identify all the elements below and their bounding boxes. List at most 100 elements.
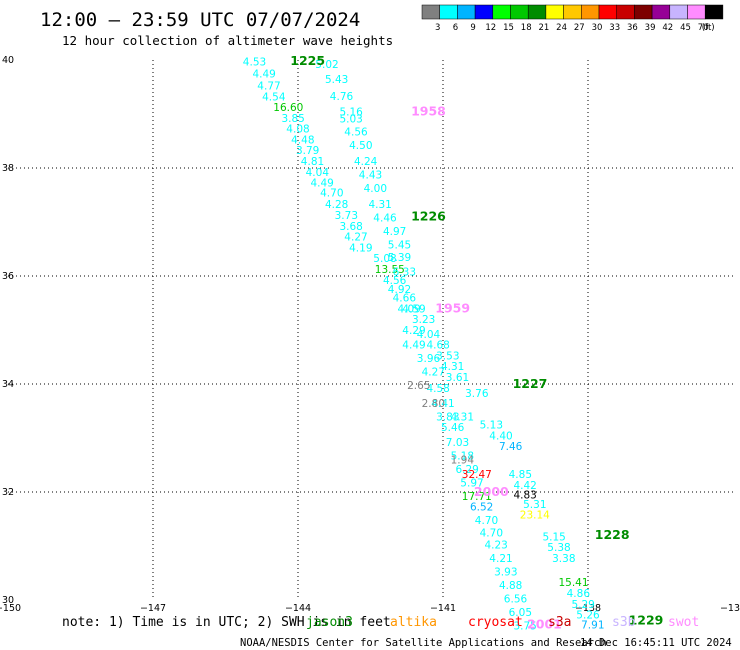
wave-height-value: 4.70 — [480, 528, 503, 540]
wave-height-value: 3.79 — [296, 145, 319, 157]
wave-height-value: 4.85 — [509, 469, 532, 481]
legend-tick-label: 15 — [503, 23, 514, 33]
wave-height-value: 6.56 — [504, 593, 528, 605]
wave-height-value: 4.27 — [344, 232, 367, 244]
wave-height-value: 3.75 — [513, 620, 536, 632]
pass-label: 1228 — [595, 527, 630, 542]
wave-height-value: 5.18 — [451, 450, 474, 462]
wave-height-value: 4.86 — [567, 588, 591, 600]
legend-tick-label: 70 — [698, 23, 709, 33]
y-tick-label: 32 — [2, 487, 14, 498]
wave-height-value: 4.04 — [306, 167, 330, 179]
legend-tick-label: 24 — [556, 23, 567, 33]
legend-tick-label: 21 — [538, 23, 549, 33]
legend-swatch — [527, 4, 547, 20]
wave-height-value: 4.46 — [373, 213, 397, 225]
satellite-s3b: s3b — [612, 615, 636, 630]
x-tick-label: −147 — [140, 603, 166, 614]
wave-height-value: 4.43 — [359, 169, 382, 181]
wave-height-value: 4.04 — [417, 329, 441, 341]
wave-height-value: 7.91 — [581, 619, 604, 631]
legend-swatch — [421, 4, 440, 20]
wave-height-value: 4.76 — [330, 91, 354, 103]
legend-tick-label: 18 — [521, 23, 532, 33]
wave-height-value: 4.41 — [431, 398, 454, 410]
legend-tick-label: 12 — [485, 23, 496, 33]
wave-height-value: 5.97 — [460, 477, 483, 489]
wave-height-value: 3.85 — [281, 113, 304, 125]
footer-timestamp: 14 Dec 16:45:11 UTC 2024 — [580, 637, 732, 649]
footer-credit: NOAA/NESDIS Center for Satellite Applica… — [240, 637, 607, 649]
wave-height-value: 5.38 — [547, 542, 570, 554]
wave-height-value: 4.77 — [257, 80, 280, 92]
legend-tick-label: 6 — [453, 23, 458, 33]
wave-height-value: 3.38 — [552, 553, 575, 565]
wave-height-value: 6.29 — [455, 464, 478, 476]
wave-height-value: 4.88 — [499, 580, 522, 592]
chart-subtitle: 12 hour collection of altimeter wave hei… — [62, 33, 393, 48]
legend-tick-label: 39 — [645, 23, 656, 33]
wave-height-value: 1.94 — [451, 455, 475, 467]
pass-label: 1226 — [411, 209, 446, 224]
legend-swatch — [474, 4, 494, 20]
wave-height-value: 4.50 — [349, 140, 372, 152]
wave-height-value: 4.97 — [383, 226, 406, 238]
wave-height-value: 3.73 — [335, 210, 358, 222]
wave-height-value: 4.29 — [402, 325, 425, 337]
pass-label: 2001 — [527, 616, 562, 631]
legend-swatch — [634, 4, 653, 20]
wave-height-value: 4.66 — [393, 293, 417, 305]
legend-swatch — [563, 4, 582, 20]
wave-height-value: 5.08 — [373, 253, 396, 265]
wave-height-value: 4.49 — [310, 178, 333, 190]
wave-height-value: 3.61 — [446, 372, 469, 384]
satellite-cryosat: cryosat — [468, 615, 523, 630]
legend-tick-label: (ft) — [702, 23, 715, 33]
wave-height-value: 7.46 — [499, 441, 523, 453]
wave-height-value: 6.52 — [470, 502, 493, 514]
legend-swatch — [492, 4, 511, 20]
legend-tick-label: 36 — [627, 23, 638, 33]
y-tick-label: 36 — [2, 271, 14, 282]
wave-height-value: 4.49 — [252, 69, 275, 81]
pass-label: 1959 — [435, 300, 470, 315]
wave-height-value: 3.83 — [436, 411, 459, 423]
wave-height-value: 5.45 — [388, 240, 411, 252]
wave-height-value: 5.15 — [542, 531, 565, 543]
wave-height-value: 6.05 — [509, 607, 532, 619]
y-tick-label: 38 — [2, 163, 14, 174]
wave-height-value: 32.47 — [462, 469, 492, 481]
x-tick-label: −150 — [0, 603, 21, 614]
legend-swatch — [598, 4, 617, 20]
wave-height-value: 4.56 — [344, 126, 368, 138]
wave-height-value: 5.26 — [576, 610, 600, 622]
wave-height-value: 4.23 — [484, 539, 507, 551]
legend-tick-label: 27 — [574, 23, 585, 33]
x-tick-label: −138 — [575, 603, 601, 614]
satellite-s3a: s3a — [548, 615, 571, 630]
wave-height-value: 4.53 — [243, 57, 266, 69]
pass-label: 1225 — [290, 53, 325, 68]
wave-height-value: 13.55 — [375, 264, 405, 276]
wave-height-value: 4.31 — [441, 361, 464, 373]
wave-height-value: 4.31 — [451, 411, 474, 423]
note-text: note: 1) Time is in UTC; 2) SWH is in fe… — [62, 615, 391, 630]
wave-height-value: 4.42 — [513, 480, 536, 492]
wave-height-value: 2.80 — [422, 398, 445, 410]
pass-label: 1227 — [513, 376, 548, 391]
wave-height-value: 3.76 — [465, 388, 489, 400]
y-tick-label: 34 — [2, 379, 14, 390]
legend-swatch — [669, 4, 688, 20]
legend-swatch — [651, 4, 671, 20]
pass-labels: 1225 1958 1226 1959 1227 2000 1228 2001 1229 — [290, 53, 663, 631]
wave-height-value: 4.49 — [402, 340, 425, 352]
wave-height-value: 5.39 — [388, 252, 411, 264]
legend-tick-label: 45 — [680, 23, 691, 33]
wave-height-value: 3.68 — [339, 221, 362, 233]
legend-swatch — [457, 4, 476, 20]
satellite-swot: swot — [668, 615, 699, 630]
wave-height-value: 5.31 — [523, 499, 546, 511]
wave-height-value: 4.58 — [426, 383, 449, 395]
wave-height-value: 4.70 — [475, 515, 498, 527]
wave-height-value: 4.28 — [325, 199, 348, 211]
